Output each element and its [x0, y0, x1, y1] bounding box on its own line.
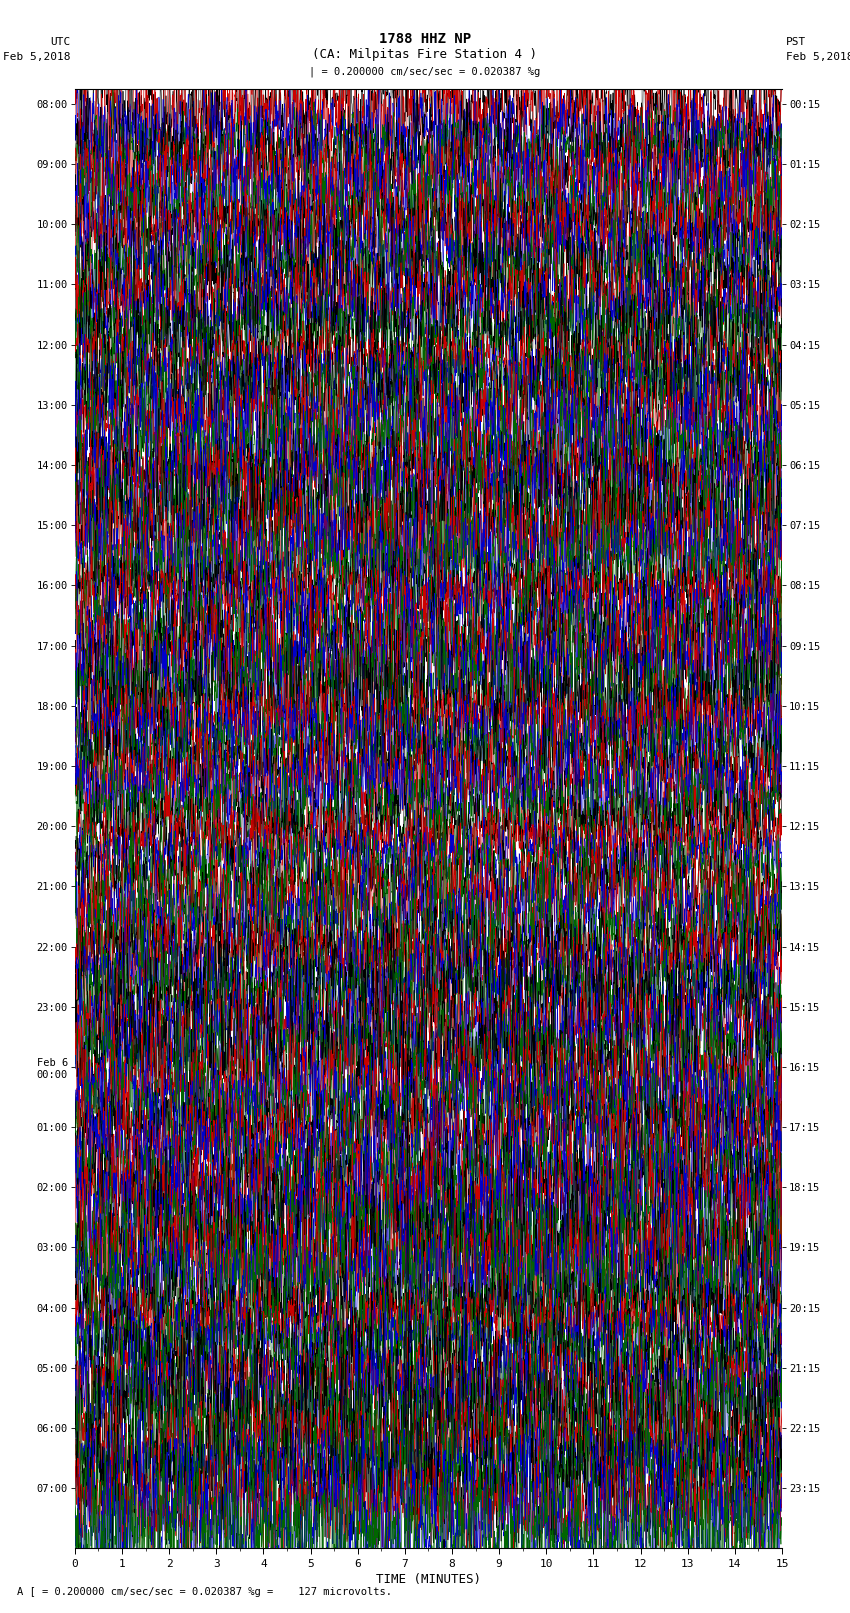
Text: A [ = 0.200000 cm/sec/sec = 0.020387 %g =    127 microvolts.: A [ = 0.200000 cm/sec/sec = 0.020387 %g …: [17, 1587, 392, 1597]
Text: Feb 5,2018: Feb 5,2018: [3, 52, 71, 61]
Text: (CA: Milpitas Fire Station 4 ): (CA: Milpitas Fire Station 4 ): [313, 48, 537, 61]
Text: UTC: UTC: [50, 37, 71, 47]
Text: PST: PST: [786, 37, 807, 47]
X-axis label: TIME (MINUTES): TIME (MINUTES): [376, 1573, 481, 1586]
Text: | = 0.200000 cm/sec/sec = 0.020387 %g: | = 0.200000 cm/sec/sec = 0.020387 %g: [309, 66, 541, 77]
Text: Feb 5,2018: Feb 5,2018: [786, 52, 850, 61]
Text: 1788 HHZ NP: 1788 HHZ NP: [379, 32, 471, 47]
